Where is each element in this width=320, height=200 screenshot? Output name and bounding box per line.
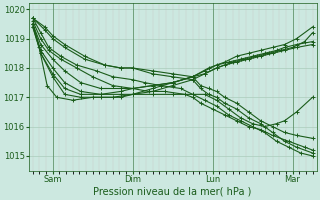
X-axis label: Pression niveau de la mer( hPa ): Pression niveau de la mer( hPa ) xyxy=(93,187,252,197)
